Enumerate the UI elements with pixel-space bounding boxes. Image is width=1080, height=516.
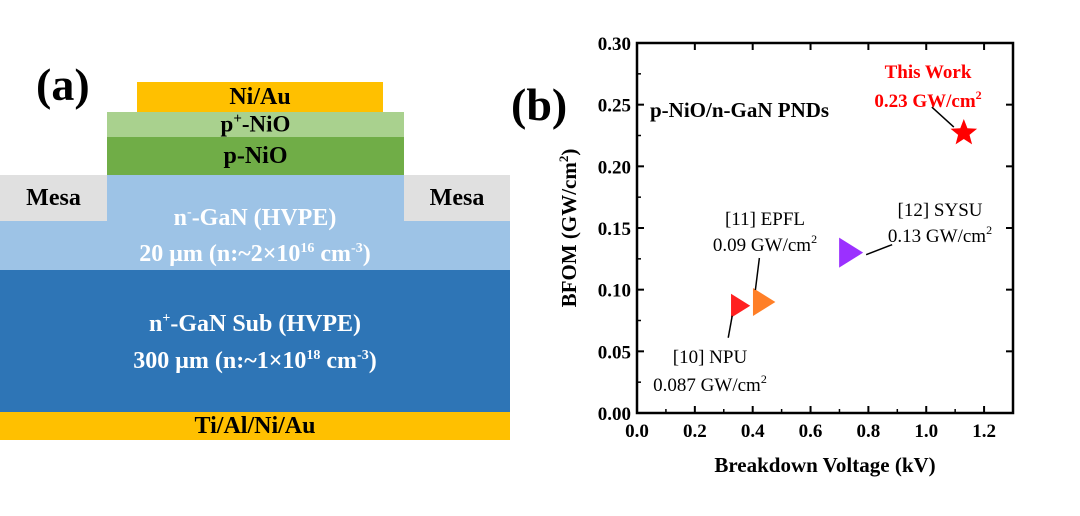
leader-npu	[727, 315, 733, 338]
annotation-this-work-name: This Work	[885, 62, 972, 83]
y-tick-label: 0.05	[598, 342, 631, 363]
x-tick-label: 0.6	[799, 421, 823, 442]
annotation-npu-name: [10] NPU	[673, 347, 748, 368]
y-tick-label: 0.00	[598, 404, 631, 425]
y-tick-label: 0.20	[598, 157, 631, 178]
x-tick-label: 0.2	[683, 421, 707, 442]
x-tick-label: 0.0	[625, 421, 649, 442]
annotation-npu-value: 0.087 GW/cm2	[653, 372, 767, 396]
mesa-left-label: Mesa	[26, 184, 81, 211]
mesa-right: Mesa	[404, 175, 510, 221]
x-tick-label: 1.0	[914, 421, 938, 442]
x-tick-label: 0.8	[857, 421, 881, 442]
x-tick-label: 1.2	[972, 421, 996, 442]
y-tick-label: 0.25	[598, 96, 631, 117]
y-tick-label: 0.10	[598, 281, 631, 302]
drift-label-line1: n--GaN (HVPE)	[173, 205, 337, 231]
annotation-sysu-name: [12] SYSU	[898, 200, 983, 221]
top-contact-label: Ni/Au	[229, 83, 291, 110]
bottom-contact-label: Ti/Al/Ni/Au	[194, 412, 316, 439]
x-axis-label: Breakdown Voltage (kV)	[714, 453, 935, 477]
x-tick-label: 0.4	[741, 421, 765, 442]
p-nio-layer: p-NiO	[107, 137, 404, 175]
p-nio-label: p-NiO	[223, 142, 288, 169]
top-contact-layer: Ni/Au	[137, 82, 383, 112]
annotation-this-work-value: 0.23 GW/cm2	[874, 88, 981, 112]
panel-b-label: (b)	[511, 79, 568, 130]
marker-sysu	[839, 237, 864, 268]
marker-epfl	[752, 288, 776, 316]
annotation-sysu-value: 0.13 GW/cm2	[888, 223, 992, 247]
bottom-contact-layer: Ti/Al/Ni/Au	[0, 412, 510, 440]
chart-title: p-NiO/n-GaN PNDs	[650, 98, 829, 122]
leader-this-work	[931, 106, 955, 128]
mesa-right-label: Mesa	[429, 184, 485, 211]
annotation-epfl-name: [11] EPFL	[725, 209, 805, 230]
mesa-left: Mesa	[0, 175, 107, 221]
leader-epfl	[754, 257, 761, 291]
chart-marks	[731, 119, 978, 318]
chart-annotations: p-NiO/n-GaN PNDs [10] NPU 0.087 GW/cm2 [11]…	[650, 62, 992, 396]
substrate-layer	[0, 270, 510, 412]
marker-npu	[731, 293, 751, 318]
annotation-epfl-value: 0.09 GW/cm2	[713, 232, 817, 256]
leader-sysu	[865, 243, 893, 256]
substrate-label-line1: n+-GaN Sub (HVPE)	[148, 311, 362, 337]
drift-label-line2: 20 μm (n:~2×1016 cm-3)	[139, 241, 371, 267]
bfom-chart: Breakdown Voltage (kV)BFOM (GW/cm2) 0.0 0…	[556, 34, 1015, 477]
p-plus-nio-label: p+-NiO	[220, 111, 291, 137]
marker-this-work	[950, 119, 978, 145]
substrate-label-line2: 300 μm (n:~1×1018 cm-3)	[133, 348, 377, 374]
panel-a-label: (a)	[36, 59, 90, 110]
chart-ticks: 0.0 0.2 0.4 0.6 0.8 1.0 1.2 0.00 0.05 0.10 0.15 0.2…	[598, 34, 1014, 442]
p-plus-nio-layer: p+-NiO	[107, 111, 404, 137]
y-tick-label: 0.30	[598, 34, 631, 55]
y-tick-label: 0.15	[598, 219, 631, 240]
y-axis-label: BFOM (GW/cm2)	[556, 149, 581, 308]
